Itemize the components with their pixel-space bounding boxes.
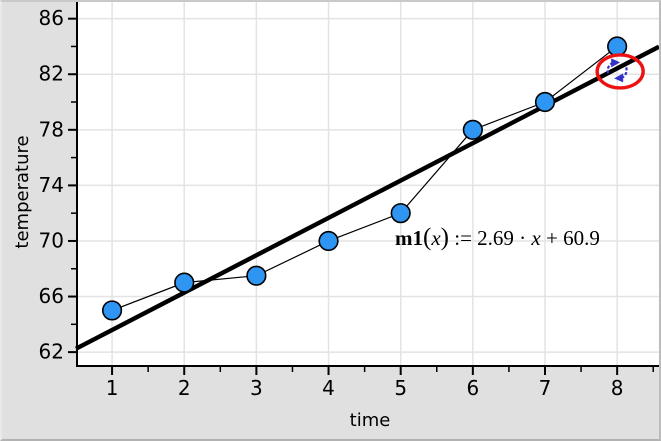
data-point[interactable] bbox=[390, 203, 411, 224]
x-tick-label: 7 bbox=[539, 376, 552, 400]
equation-lparen: ( bbox=[423, 224, 431, 251]
movable-line[interactable] bbox=[74, 44, 659, 351]
y-tick-label: 86 bbox=[39, 6, 64, 30]
x-tick-label: 1 bbox=[106, 376, 119, 400]
y-axis-label[interactable]: temperature bbox=[12, 135, 33, 248]
equation-intercept: 60.9 bbox=[563, 226, 600, 250]
equation-function-name: m1 bbox=[395, 226, 423, 250]
x-tick-label: 3 bbox=[250, 376, 263, 400]
rotate-arrowhead-top bbox=[611, 58, 621, 68]
y-tick-label: 62 bbox=[39, 340, 64, 364]
rotate-arc-right bbox=[619, 67, 628, 80]
rotate-grab-indicator[interactable] bbox=[595, 53, 645, 90]
data-point[interactable] bbox=[101, 300, 123, 321]
axis-ticks bbox=[68, 17, 654, 375]
x-tick-label: 8 bbox=[611, 376, 624, 400]
y-tick-label: 78 bbox=[39, 117, 64, 141]
grab-ellipse[interactable] bbox=[595, 53, 645, 90]
axes bbox=[76, 2, 659, 367]
gridlines bbox=[78, 2, 659, 366]
data-point[interactable] bbox=[318, 230, 339, 252]
data-point[interactable] bbox=[246, 265, 267, 286]
data-connector-line bbox=[111, 45, 618, 311]
rotate-cursor-icon bbox=[606, 58, 628, 83]
equation-variable2: x bbox=[530, 226, 541, 250]
x-tick-label: 4 bbox=[322, 376, 335, 400]
equation-assign: := bbox=[449, 226, 477, 250]
data-point[interactable] bbox=[462, 119, 483, 140]
x-tick-label: 6 bbox=[466, 376, 479, 400]
rotate-arrowhead-bottom bbox=[614, 73, 624, 83]
data-point[interactable] bbox=[607, 36, 628, 57]
x-tick-label: 2 bbox=[178, 376, 191, 400]
equation-rparen: ) bbox=[441, 224, 449, 251]
equation-times-dot: · bbox=[514, 226, 532, 250]
y-tick-label: 66 bbox=[39, 284, 64, 308]
data-point[interactable] bbox=[174, 272, 195, 293]
y-tick-label: 74 bbox=[39, 173, 64, 197]
data-points bbox=[101, 36, 628, 321]
x-tick-label: 5 bbox=[394, 376, 407, 400]
y-tick-label: 70 bbox=[39, 228, 64, 252]
equation-plus: + bbox=[541, 226, 563, 250]
movable-line-equation[interactable]: m1(x) := 2.69 · x + 60.9 bbox=[395, 224, 600, 251]
x-axis-label[interactable]: time bbox=[350, 410, 391, 431]
y-tick-label: 82 bbox=[39, 62, 64, 86]
data-point[interactable] bbox=[534, 91, 556, 113]
rotate-arc-left bbox=[606, 61, 615, 74]
equation-slope: 2.69 bbox=[477, 226, 514, 250]
equation-variable: x bbox=[430, 226, 441, 250]
plot-area bbox=[76, 2, 659, 366]
